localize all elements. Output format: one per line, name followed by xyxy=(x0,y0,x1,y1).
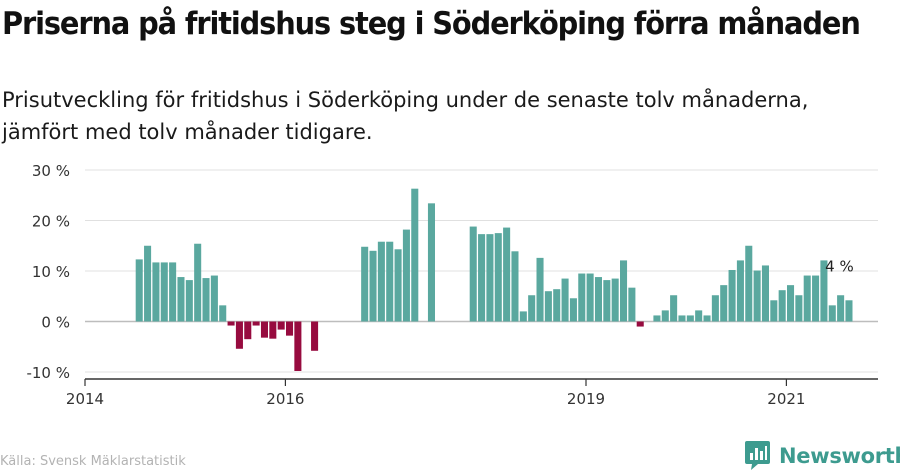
x-tick-label: 2019 xyxy=(567,390,605,408)
bar xyxy=(511,251,519,322)
bar xyxy=(711,295,719,322)
bar xyxy=(519,311,527,322)
bar xyxy=(294,321,302,371)
bar xyxy=(277,321,285,330)
bar xyxy=(160,262,168,322)
x-tick-label: 2014 xyxy=(66,390,104,408)
newsworthy-logo-icon xyxy=(745,441,770,470)
bar xyxy=(611,278,619,322)
bar xyxy=(703,315,711,322)
bar xyxy=(286,321,294,336)
bar xyxy=(653,315,661,322)
bar xyxy=(135,259,143,322)
chart-subtitle: Prisutveckling för fritidshus i Söderköp… xyxy=(2,84,882,148)
bar xyxy=(578,273,586,322)
chart-title: Priserna på fritidshus steg i Söderköpin… xyxy=(2,6,861,42)
bar xyxy=(494,233,502,322)
bar xyxy=(761,265,769,322)
subtitle-line-2: jämfört med tolv månader tidigare. xyxy=(2,120,373,144)
bar xyxy=(377,241,385,322)
bar xyxy=(770,300,778,322)
bar xyxy=(152,262,160,322)
bar xyxy=(369,250,377,322)
bar xyxy=(753,270,761,322)
bar xyxy=(244,321,252,340)
value-annotation: 4 % xyxy=(825,257,854,275)
bar xyxy=(620,260,628,322)
y-tick-label: 30 % xyxy=(32,162,70,180)
bar xyxy=(469,226,477,322)
bar xyxy=(386,241,394,322)
bar xyxy=(695,310,703,322)
bar xyxy=(536,257,544,322)
bar xyxy=(720,285,728,322)
bar xyxy=(503,227,511,322)
bar xyxy=(210,275,218,322)
bar xyxy=(828,305,836,322)
subtitle-line-1: Prisutveckling för fritidshus i Söderköp… xyxy=(2,88,809,112)
bar xyxy=(670,295,678,322)
bar xyxy=(686,315,694,322)
bar xyxy=(269,321,277,339)
bar xyxy=(411,188,419,322)
y-tick-label: 0 % xyxy=(41,314,70,332)
bar xyxy=(252,321,260,326)
bar xyxy=(311,321,319,351)
y-tick-label: 20 % xyxy=(32,213,70,231)
bar xyxy=(194,243,202,322)
brand-logo: Newsworthy xyxy=(744,440,900,471)
bar xyxy=(561,278,569,322)
bar xyxy=(486,234,494,322)
bar xyxy=(219,305,227,322)
bar xyxy=(803,275,811,322)
bar xyxy=(603,280,611,322)
bar xyxy=(569,298,577,322)
bar xyxy=(728,269,736,322)
bar xyxy=(678,315,686,322)
bar xyxy=(636,321,644,327)
bar xyxy=(235,321,243,349)
x-tick-label: 2016 xyxy=(266,390,304,408)
bar xyxy=(787,285,795,322)
bar xyxy=(227,321,235,326)
bar xyxy=(795,295,803,322)
bar xyxy=(845,300,853,322)
bar xyxy=(177,277,185,322)
bar xyxy=(260,321,268,338)
bar xyxy=(736,260,744,322)
bar xyxy=(837,295,845,322)
bar xyxy=(594,277,602,322)
bar xyxy=(661,310,669,322)
bar xyxy=(185,280,193,322)
bar xyxy=(812,275,820,322)
bar xyxy=(820,260,828,322)
bar xyxy=(402,229,410,322)
bar xyxy=(586,273,594,322)
bar xyxy=(553,289,561,322)
bar xyxy=(427,203,435,322)
brand-name: Newsworthy xyxy=(779,443,900,468)
bar xyxy=(144,245,152,322)
y-tick-label: 10 % xyxy=(32,263,70,281)
bar xyxy=(528,295,536,322)
bar xyxy=(745,245,753,322)
bar xyxy=(544,291,552,322)
bar xyxy=(394,249,402,322)
bar xyxy=(202,278,210,322)
bar xyxy=(361,246,369,322)
bar xyxy=(628,287,636,322)
x-tick-label: 2021 xyxy=(767,390,805,408)
bar xyxy=(478,234,486,322)
bar xyxy=(778,290,786,322)
y-tick-label: -10 % xyxy=(26,364,70,382)
bar xyxy=(169,262,177,322)
source-note: Källa: Svensk Mäklarstatistik xyxy=(0,454,186,469)
